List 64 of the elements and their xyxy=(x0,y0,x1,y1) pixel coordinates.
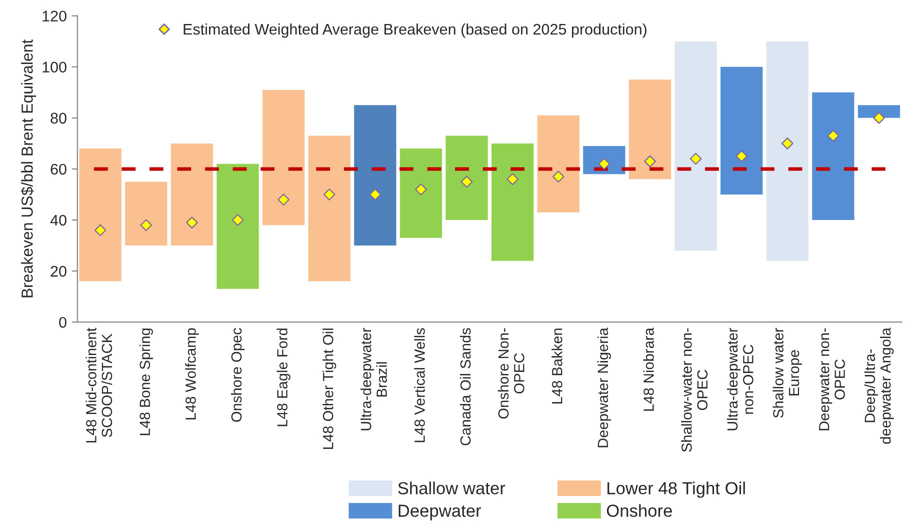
bar xyxy=(766,41,808,261)
point xyxy=(736,150,748,162)
x-tick-label: L48 Wolfcamp xyxy=(185,328,199,420)
bar xyxy=(674,41,717,251)
x-tick-label: L48 Mid-continent SCOOP/STACK xyxy=(86,328,112,442)
x-tick-label: Shallow water Europe xyxy=(772,328,802,418)
x-tick-label: L48 Bone Spring xyxy=(139,328,153,436)
bar xyxy=(537,115,580,212)
bar xyxy=(262,90,305,226)
y-tick-label: 80 xyxy=(50,112,66,124)
bar xyxy=(628,80,672,180)
bar xyxy=(125,182,168,246)
point xyxy=(278,194,290,206)
point xyxy=(140,219,152,232)
point xyxy=(644,155,656,168)
y-tick-label: 120 xyxy=(42,10,66,22)
bar xyxy=(170,143,214,246)
bar xyxy=(354,105,396,246)
y-tick-label: 20 xyxy=(50,266,66,277)
bar xyxy=(720,66,763,194)
x-tick-label: Ultra-deepwater non-OPEC xyxy=(726,328,754,430)
bar xyxy=(491,143,534,261)
point xyxy=(94,224,106,236)
bar xyxy=(812,92,854,220)
y-tick-label: 0 xyxy=(59,316,66,328)
point xyxy=(552,170,564,183)
point xyxy=(323,188,336,200)
legend-label: Estimated Weighted Average Breakeven (based on 2025 production) xyxy=(184,23,646,38)
x-tick-label: L48 Niobrara xyxy=(643,328,654,411)
bar xyxy=(858,105,900,118)
y-tick-label: 40 xyxy=(50,214,66,226)
x-tick-label: L48 Vertical Wells xyxy=(414,328,425,442)
x-tick-label: Canada Oil Sands xyxy=(460,328,471,446)
legend-label: Deepwater xyxy=(398,504,482,520)
x-tick-label: L48 Eagle Ford xyxy=(276,328,290,426)
x-tick-label: L48 Bakken xyxy=(552,328,562,404)
bar xyxy=(308,136,350,282)
point xyxy=(415,183,427,196)
point xyxy=(827,130,840,142)
y-axis-title: Breakeven US$/bbl Brent Equivalent xyxy=(20,39,36,298)
x-tick-label: Onshore Opec xyxy=(230,328,245,422)
legend-label: Onshore xyxy=(606,504,672,517)
x-tick-label: Deep/Ultra- deepwater Angola xyxy=(864,328,894,444)
bar xyxy=(400,148,442,238)
y-tick-label: 100 xyxy=(42,62,66,73)
point xyxy=(186,216,198,228)
point xyxy=(369,188,382,200)
y-tick-label: 60 xyxy=(50,164,66,175)
bar xyxy=(446,136,488,220)
legend-label: Lower 48 Tight Oil xyxy=(608,482,745,498)
point xyxy=(232,214,244,226)
x-tick-label: Onshore Non- OPEC xyxy=(498,328,524,419)
x-tick-label: Shallow-water non- OPEC xyxy=(681,328,708,452)
x-tick-label: Ultra-deepwater Brazil xyxy=(360,328,387,430)
point xyxy=(690,152,702,165)
point xyxy=(460,176,473,188)
x-tick-label: Deepwater Nigeria xyxy=(597,328,611,448)
bar xyxy=(216,164,259,289)
point xyxy=(506,173,518,186)
bar xyxy=(79,148,122,282)
x-tick-label: Deepwater non- OPEC xyxy=(819,328,845,430)
x-tick-label: L48 Other Tight Oil xyxy=(322,328,336,449)
point xyxy=(781,138,794,150)
legend-label: Shallow water xyxy=(398,482,506,494)
